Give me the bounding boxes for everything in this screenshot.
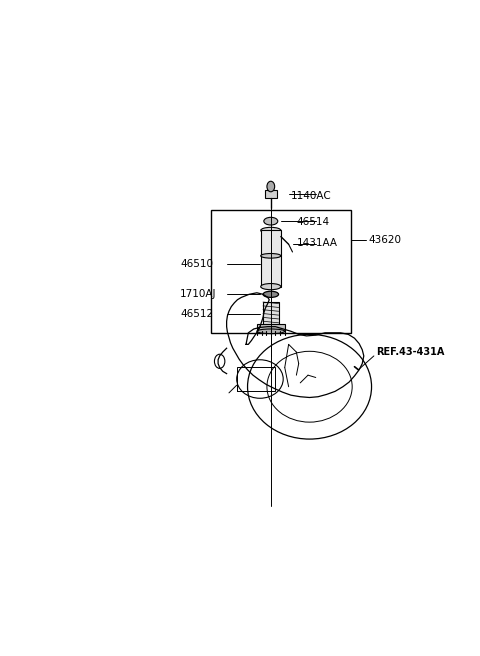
Ellipse shape bbox=[263, 291, 278, 297]
Circle shape bbox=[267, 181, 275, 192]
Text: 46512: 46512 bbox=[180, 308, 213, 319]
Bar bbox=[237, 367, 276, 390]
Bar bbox=[261, 230, 281, 287]
Text: 46514: 46514 bbox=[296, 217, 329, 227]
Ellipse shape bbox=[261, 283, 281, 290]
Ellipse shape bbox=[261, 228, 281, 234]
Text: REF.43-431A: REF.43-431A bbox=[376, 347, 444, 357]
Ellipse shape bbox=[261, 253, 281, 258]
Bar bbox=[264, 190, 277, 198]
Text: 43620: 43620 bbox=[369, 236, 401, 245]
Bar bbox=[263, 302, 278, 325]
Bar bbox=[257, 323, 285, 331]
Text: 1710AJ: 1710AJ bbox=[180, 289, 216, 299]
Text: 1431AA: 1431AA bbox=[296, 239, 337, 249]
Text: 1140AC: 1140AC bbox=[291, 191, 332, 201]
Bar bbox=[211, 210, 350, 333]
Ellipse shape bbox=[257, 329, 285, 334]
Text: 46510: 46510 bbox=[180, 258, 213, 268]
Ellipse shape bbox=[264, 217, 278, 225]
